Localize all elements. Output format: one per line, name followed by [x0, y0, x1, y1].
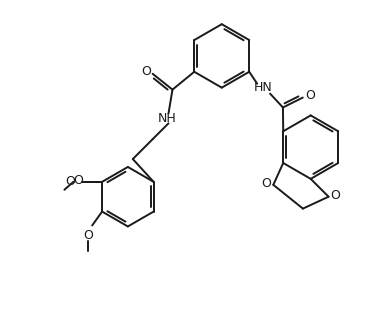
Text: HN: HN [254, 81, 272, 94]
Text: O: O [262, 177, 271, 190]
Text: O: O [83, 229, 93, 242]
Text: O: O [305, 89, 315, 102]
Text: NH: NH [158, 112, 177, 125]
Text: O: O [330, 189, 341, 202]
Text: O: O [74, 174, 83, 187]
Text: O: O [65, 175, 75, 188]
Text: O: O [141, 65, 151, 78]
